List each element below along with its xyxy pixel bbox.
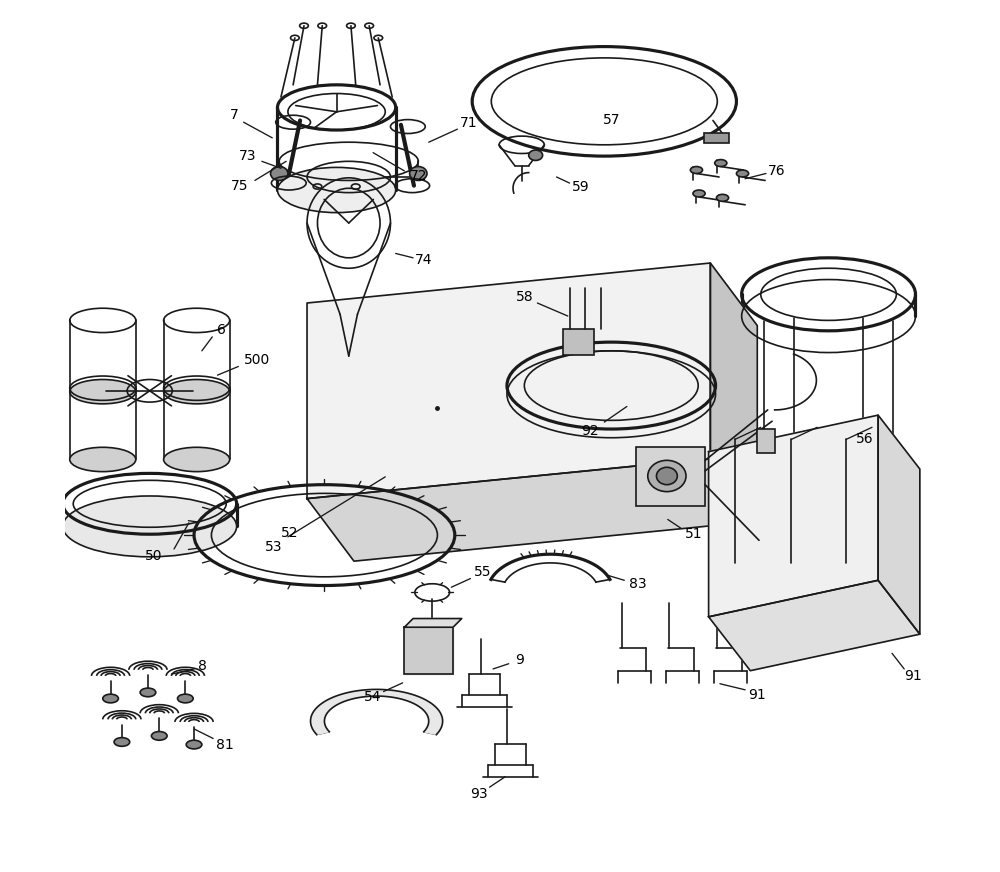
Ellipse shape: [271, 167, 288, 181]
Bar: [757, 429, 775, 453]
Ellipse shape: [277, 167, 396, 213]
Polygon shape: [311, 690, 443, 734]
Polygon shape: [878, 415, 920, 634]
Ellipse shape: [716, 194, 729, 201]
Text: 91: 91: [904, 669, 922, 683]
Ellipse shape: [736, 170, 749, 177]
Text: 54: 54: [363, 690, 381, 704]
Ellipse shape: [656, 467, 677, 485]
Ellipse shape: [529, 150, 543, 160]
Text: 74: 74: [415, 254, 432, 268]
Ellipse shape: [693, 190, 705, 197]
Text: 72: 72: [410, 169, 427, 183]
Polygon shape: [404, 627, 453, 674]
Ellipse shape: [715, 160, 727, 167]
Text: 73: 73: [239, 149, 257, 163]
Polygon shape: [307, 459, 757, 562]
Text: 91: 91: [748, 688, 766, 702]
Polygon shape: [709, 415, 878, 617]
Polygon shape: [710, 263, 757, 521]
Ellipse shape: [164, 447, 230, 472]
Text: 51: 51: [685, 528, 703, 542]
Bar: [563, 329, 594, 355]
Text: 81: 81: [216, 738, 234, 752]
Bar: [636, 447, 705, 506]
Polygon shape: [709, 580, 920, 671]
Ellipse shape: [140, 688, 156, 697]
Bar: [404, 627, 453, 674]
Text: 83: 83: [629, 576, 646, 590]
Text: 58: 58: [516, 290, 533, 304]
Text: 500: 500: [244, 352, 271, 366]
Text: 52: 52: [281, 527, 298, 541]
Text: 56: 56: [856, 433, 874, 446]
Ellipse shape: [164, 379, 230, 404]
Ellipse shape: [186, 740, 202, 749]
Ellipse shape: [70, 447, 136, 472]
Text: 8: 8: [198, 659, 207, 673]
Text: 59: 59: [572, 180, 590, 194]
Ellipse shape: [63, 496, 237, 557]
Text: 55: 55: [474, 565, 491, 580]
Polygon shape: [307, 263, 710, 499]
Polygon shape: [404, 618, 462, 627]
Text: 71: 71: [460, 116, 478, 130]
Ellipse shape: [410, 167, 427, 181]
Ellipse shape: [690, 167, 703, 174]
Ellipse shape: [151, 732, 167, 740]
Ellipse shape: [70, 379, 136, 404]
Text: 50: 50: [145, 549, 163, 563]
Ellipse shape: [103, 694, 118, 703]
Text: 75: 75: [230, 179, 248, 193]
Text: 53: 53: [265, 541, 283, 555]
Text: 92: 92: [582, 424, 599, 438]
Text: 93: 93: [470, 787, 488, 801]
Ellipse shape: [178, 694, 193, 703]
Bar: [704, 133, 729, 143]
Text: 57: 57: [603, 113, 620, 127]
Text: 7: 7: [230, 108, 238, 122]
Text: 76: 76: [768, 164, 785, 178]
Text: 9: 9: [515, 653, 524, 667]
Text: 6: 6: [217, 323, 225, 337]
Ellipse shape: [648, 460, 686, 492]
Ellipse shape: [114, 738, 130, 746]
Polygon shape: [636, 447, 705, 506]
